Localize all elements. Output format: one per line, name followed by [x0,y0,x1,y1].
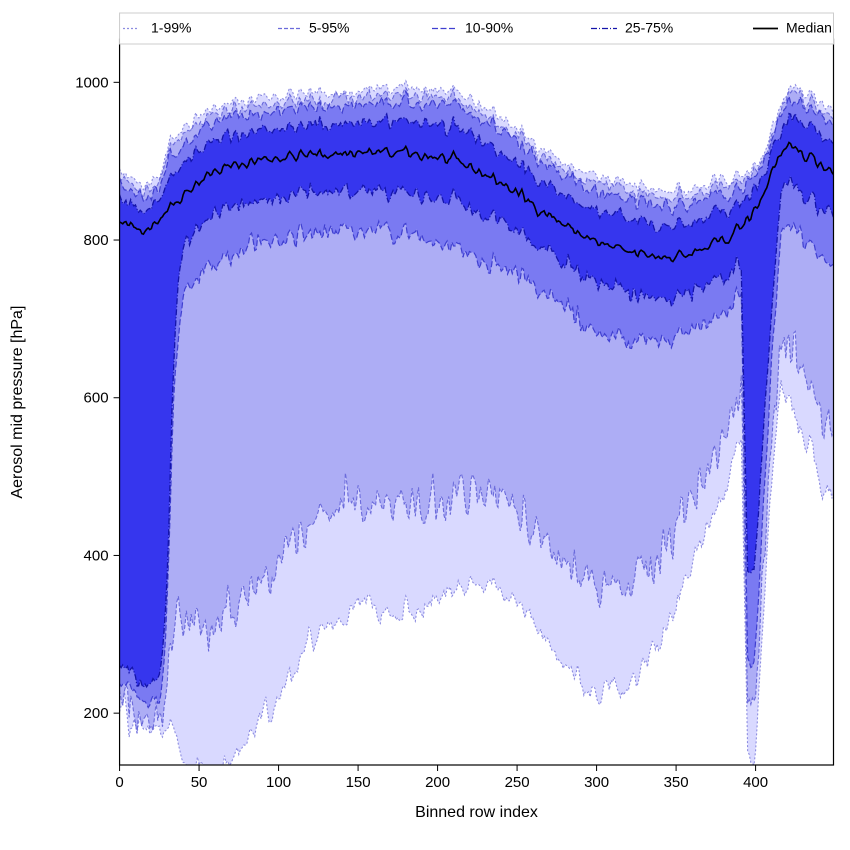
svg-text:0: 0 [115,774,123,791]
svg-text:Binned row index: Binned row index [415,804,538,821]
svg-text:10-90%: 10-90% [465,20,513,36]
svg-text:5-95%: 5-95% [309,20,349,36]
svg-text:25-75%: 25-75% [625,20,673,36]
svg-text:1-99%: 1-99% [151,20,191,36]
svg-text:100: 100 [266,774,291,791]
svg-text:150: 150 [346,774,371,791]
svg-text:50: 50 [191,774,208,791]
svg-text:600: 600 [84,390,109,407]
svg-text:Median: Median [786,20,832,36]
svg-text:1000: 1000 [75,74,108,91]
svg-text:300: 300 [584,774,609,791]
svg-text:200: 200 [84,705,109,722]
svg-text:200: 200 [425,774,450,791]
svg-text:250: 250 [505,774,530,791]
svg-text:800: 800 [84,232,109,249]
svg-text:400: 400 [743,774,768,791]
svg-text:400: 400 [84,547,109,564]
svg-text:Aerosol mid pressure [hPa]: Aerosol mid pressure [hPa] [9,306,26,499]
svg-text:350: 350 [664,774,689,791]
